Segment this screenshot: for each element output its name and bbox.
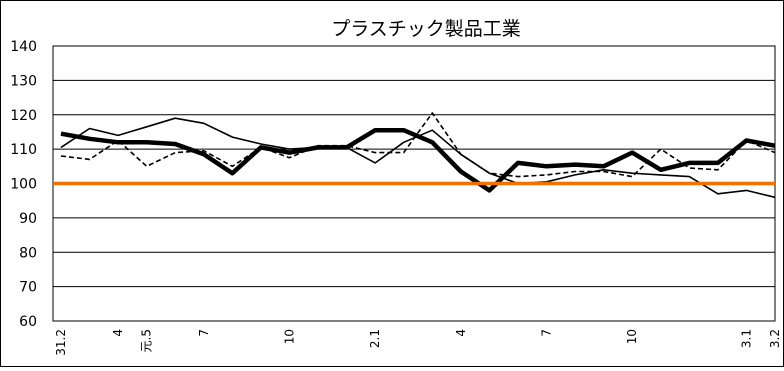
y-tick-label: 70	[19, 280, 37, 296]
y-tick-label: 130	[10, 73, 37, 89]
series-line-2-dashed	[60, 112, 776, 178]
x-tick-label: 元.5	[140, 329, 154, 352]
x-tick-label: 3.2	[768, 329, 782, 348]
series-line-1-thin-solid	[60, 117, 776, 199]
x-tick-label: 10	[625, 329, 639, 344]
chart-title: プラスチック製品工業	[331, 18, 521, 40]
x-tick-label: 10	[282, 329, 296, 344]
y-tick-label: 120	[10, 108, 37, 124]
x-tick-label: 4	[111, 329, 125, 337]
y-tick-label: 100	[10, 177, 37, 193]
y-tick-label: 60	[19, 314, 37, 330]
y-tick-label: 140	[10, 39, 37, 55]
x-tick-label: 7	[540, 329, 554, 337]
y-tick-label: 90	[19, 211, 37, 227]
x-tick-label: 2.1	[368, 329, 382, 348]
x-tick-label: 3.1	[739, 329, 753, 348]
x-tick-label: 31.2	[54, 329, 68, 356]
series-line-3-thick-solid	[60, 127, 776, 193]
x-tick-label: 7	[197, 329, 211, 337]
y-tick-label: 80	[19, 245, 37, 261]
x-tick-label: 4	[454, 329, 468, 337]
y-tick-label: 110	[10, 142, 37, 158]
